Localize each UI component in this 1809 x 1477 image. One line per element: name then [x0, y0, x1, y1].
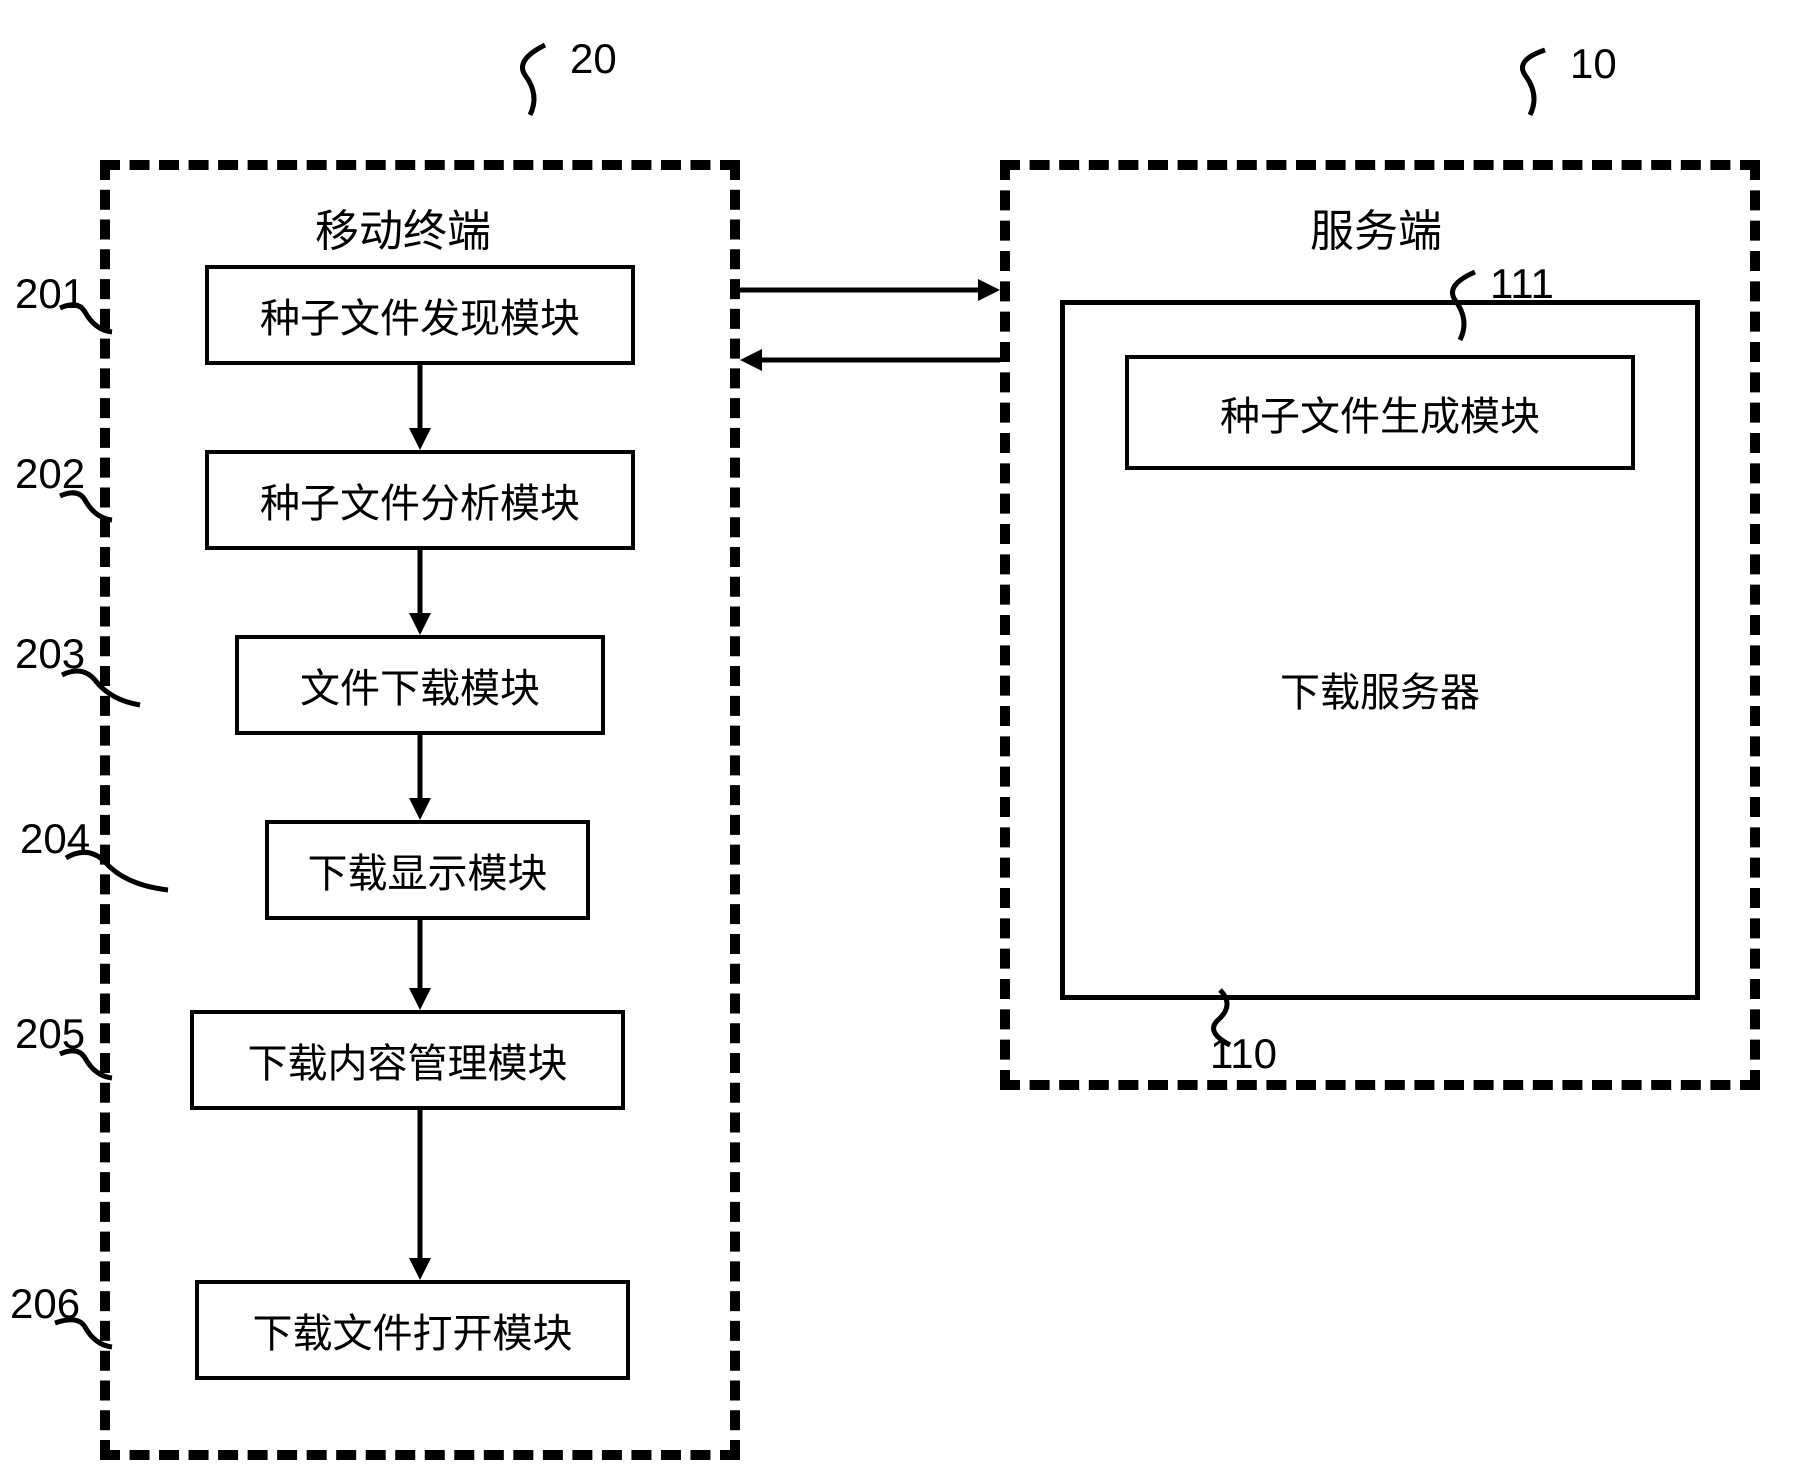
module-box-202: 种子文件分析模块: [205, 450, 635, 550]
diagram-canvas: 移动终端 20 服务端 10 下载服务器 110 种子文件生成模块 111 种子…: [0, 0, 1809, 1477]
server-side-ref: 10: [1570, 40, 1617, 88]
module-ref-206: 206: [10, 1280, 80, 1328]
module-ref-203: 203: [15, 630, 85, 678]
module-box-205: 下载内容管理模块: [190, 1010, 625, 1110]
module-label: 种子文件分析模块: [260, 471, 580, 529]
download-server-label: 下载服务器: [1280, 660, 1480, 718]
module-label: 种子文件发现模块: [260, 286, 580, 344]
module-box-203: 文件下载模块: [235, 635, 605, 735]
module-ref-205: 205: [15, 1010, 85, 1058]
module-ref-204: 204: [20, 815, 90, 863]
module-box-206: 下载文件打开模块: [195, 1280, 630, 1380]
module-label: 文件下载模块: [300, 656, 540, 714]
module-box-201: 种子文件发现模块: [205, 265, 635, 365]
module-ref-201: 201: [15, 270, 85, 318]
module-box-204: 下载显示模块: [265, 820, 590, 920]
seed-gen-module-label: 种子文件生成模块: [1220, 384, 1540, 442]
server-side-title: 服务端: [1310, 195, 1442, 259]
module-label: 下载内容管理模块: [248, 1031, 568, 1089]
module-label: 下载文件打开模块: [253, 1301, 573, 1359]
mobile-terminal-ref: 20: [570, 35, 617, 83]
module-ref-202: 202: [15, 450, 85, 498]
mobile-terminal-title: 移动终端: [315, 195, 491, 259]
module-label: 下载显示模块: [308, 841, 548, 899]
download-server-ref: 110: [1210, 1030, 1277, 1078]
seed-gen-module-ref: 111: [1490, 260, 1554, 308]
seed-gen-module-box: 种子文件生成模块: [1125, 355, 1635, 470]
